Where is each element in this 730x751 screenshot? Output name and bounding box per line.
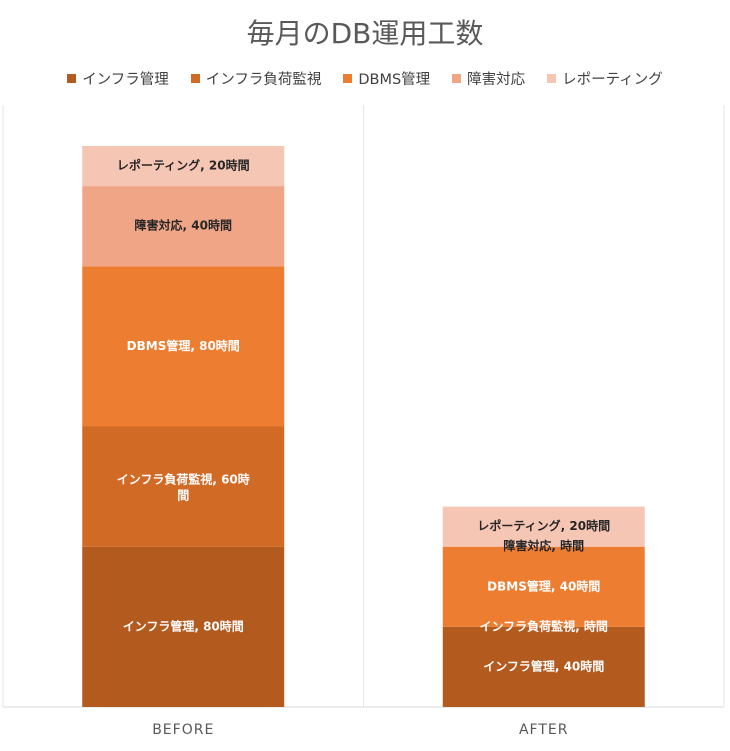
legend-swatch — [343, 74, 353, 83]
legend-item: インフラ管理 — [67, 68, 169, 89]
bar-segment — [442, 506, 645, 547]
data-label: DBMS管理, 80時間 — [127, 338, 240, 353]
bar-segment — [82, 546, 285, 707]
legend-label: インフラ管理 — [82, 72, 169, 88]
bar-segment — [82, 426, 285, 547]
legend-swatch — [452, 74, 462, 83]
legend-label: レポーティング — [562, 72, 663, 88]
bar-segment — [442, 626, 645, 707]
data-label: 障害対応, 40時間 — [135, 218, 232, 233]
bar-segment — [82, 186, 285, 267]
legend-item: DBMS管理 — [343, 68, 430, 89]
legend-item: インフラ負荷監視 — [190, 68, 322, 89]
legend-label: DBMS管理 — [358, 72, 431, 88]
data-label: レポーティング, 20時間 — [117, 158, 250, 173]
legend-swatch — [190, 74, 200, 83]
data-label: インフラ管理, 80時間 — [123, 618, 244, 633]
bar-segment — [442, 546, 645, 627]
legend-label: 障害対応 — [467, 72, 526, 88]
legend-swatch — [67, 74, 77, 83]
legend-swatch — [547, 74, 557, 83]
legend-item: レポーティング — [547, 68, 663, 89]
legend-label: インフラ負荷監視 — [205, 72, 322, 88]
category-label: BEFORE — [152, 722, 214, 738]
legend-item: 障害対応 — [452, 68, 525, 89]
data-label: インフラ負荷監視, 60時間 — [117, 471, 250, 502]
bar-segment — [82, 146, 285, 187]
category-label: AFTER — [519, 722, 569, 738]
data-label: DBMS管理, 40時間 — [487, 578, 600, 593]
data-label: インフラ管理, 40時間 — [483, 658, 604, 673]
bar-segment — [82, 266, 285, 427]
data-label: レポーティング, 20時間 — [477, 518, 610, 533]
chart-title: 毎月のDB運用工数 — [246, 17, 484, 50]
legend: インフラ管理 インフラ負荷監視 DBMS管理 障害対応 レポーティング — [0, 68, 730, 89]
data-label: 障害対応, 時間 — [503, 538, 584, 553]
data-label: インフラ負荷監視, 時間 — [480, 618, 608, 633]
